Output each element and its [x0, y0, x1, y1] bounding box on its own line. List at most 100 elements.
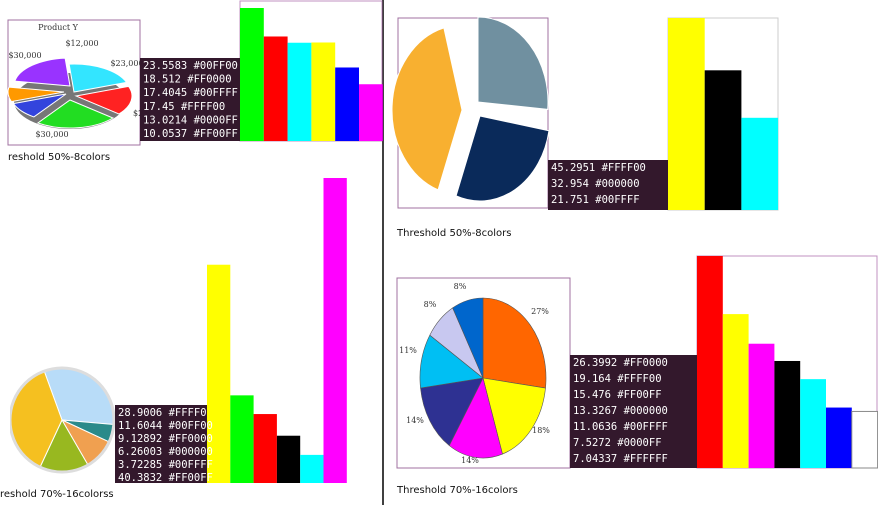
color-row: 10.0537 #FF00FF: [143, 128, 238, 140]
pie-slice-image: [7, 86, 65, 103]
bar: [287, 42, 312, 141]
row-value: 28.9006: [118, 407, 162, 419]
pie-slice: [482, 297, 547, 389]
row-color: #FF0000: [624, 357, 668, 369]
row-value: 10.0537: [143, 128, 187, 140]
row-value: 7.04337: [573, 453, 617, 465]
pie-label: 18%: [532, 426, 550, 435]
color-row: 17.45 #FFFF00: [143, 101, 225, 113]
pie-label: $23,000: [110, 59, 143, 68]
bar: [263, 36, 288, 142]
pie-label: $12,000: [65, 39, 98, 48]
color-row: 11.6044 #00FF00: [118, 420, 213, 432]
caption: Threshold 70%-16colors: [396, 485, 518, 496]
bar: [323, 178, 347, 483]
pie-label: $30,000: [35, 130, 68, 139]
row-value: 17.45: [143, 101, 175, 113]
row-color: #000000: [169, 446, 213, 458]
row-value: 11.0636: [573, 421, 617, 433]
caption: Threshold 50%-8colors: [396, 228, 512, 239]
row-value: 13.3267: [573, 405, 617, 417]
color-list-bg: [115, 405, 207, 483]
pie-slice-image: [14, 57, 71, 87]
row-color: #FF0000: [169, 433, 213, 445]
row-value: 7.5272: [573, 437, 611, 449]
color-row: 15.476 #FF00FF: [573, 389, 662, 401]
color-row: 3.72285 #00FFFF: [118, 459, 213, 471]
row-value: 3.72285: [118, 459, 162, 471]
row-color: #FF0000: [187, 74, 231, 86]
caption: reshold 50%-8colors: [8, 152, 110, 163]
color-row: 7.04337 #FFFFFF: [573, 453, 668, 465]
color-list-bg: [140, 58, 240, 141]
color-row: 13.0214 #0000FF: [143, 114, 238, 126]
bar: [704, 70, 742, 210]
row-color: #FFFF00: [602, 162, 646, 174]
row-color: #0000FF: [617, 437, 661, 449]
row-color: #00FF00: [194, 60, 238, 72]
row-value: 17.4045: [143, 87, 187, 99]
row-value: 6.26003: [118, 446, 162, 458]
row-color: #FFFFFF: [624, 453, 668, 465]
color-list-bg: [548, 160, 668, 210]
color-row: 26.3992 #FF0000: [573, 357, 668, 369]
bar: [359, 84, 383, 141]
color-row: 23.5583 #00FF00: [143, 60, 238, 72]
bar: [826, 407, 852, 468]
pie-slice: [420, 377, 484, 447]
row-value: 32.954: [551, 178, 589, 190]
pie-slice: [452, 297, 484, 379]
row-color: #FFFF00: [181, 101, 225, 113]
pie-label: 14%: [406, 416, 424, 425]
bar: [253, 414, 277, 483]
color-row: 11.0636 #00FFFF: [573, 421, 668, 433]
row-color: #FFFF00: [169, 407, 213, 419]
row-value: 13.0214: [143, 114, 187, 126]
color-row: 18.512 #FF0000: [143, 74, 232, 86]
row-color: #000000: [624, 405, 668, 417]
row-color: #00FFFF: [595, 194, 639, 206]
color-row: 28.9006 #FFFF00: [118, 407, 213, 419]
pie-label: 27%: [531, 307, 549, 316]
pie-slice: [448, 377, 503, 459]
row-value: 11.6044: [118, 420, 162, 432]
row-value: 9.12892: [118, 433, 162, 445]
color-row: 6.26003 #000000: [118, 446, 213, 458]
pie-label: 8%: [454, 282, 467, 291]
row-value: 26.3992: [573, 357, 617, 369]
color-row: 32.954 #000000: [551, 178, 640, 190]
color-list-bg: [570, 355, 697, 468]
color-row: 9.12892 #FF0000: [118, 433, 213, 445]
bar: [748, 343, 775, 468]
bar: [668, 18, 705, 210]
color-row: 7.5272 #0000FF: [573, 437, 662, 449]
bar: [240, 8, 264, 141]
row-value: 15.476: [573, 389, 611, 401]
row-color: #00FFFF: [624, 421, 668, 433]
clip-cover: [0, 360, 10, 480]
row-value: 23.5583: [143, 60, 187, 72]
pie-slice-image: [74, 85, 133, 115]
row-value: 21.751: [551, 194, 589, 206]
bar: [774, 360, 801, 468]
color-row: 21.751 #00FFFF: [551, 194, 640, 206]
row-color: #00FF00: [169, 420, 213, 432]
row-value: 45.2951: [551, 162, 595, 174]
pie-label: 11%: [399, 346, 417, 355]
bar: [311, 42, 336, 141]
pie-slice-image: [477, 16, 549, 110]
pie-label: Product Y: [38, 23, 79, 32]
bar: [276, 435, 301, 483]
row-color: #FF00FF: [169, 472, 213, 484]
bar: [851, 410, 878, 469]
bar: [207, 264, 231, 483]
row-color: #000000: [595, 178, 639, 190]
pie-slice-image: [36, 99, 115, 129]
pie-label: 14%: [461, 456, 479, 465]
row-color: #FF00FF: [194, 128, 238, 140]
pie-label: $2: [133, 109, 143, 118]
row-color: #FFFF00: [617, 373, 661, 385]
row-value: 40.3832: [118, 472, 162, 484]
bar: [335, 67, 359, 141]
row-color: #FF00FF: [617, 389, 661, 401]
